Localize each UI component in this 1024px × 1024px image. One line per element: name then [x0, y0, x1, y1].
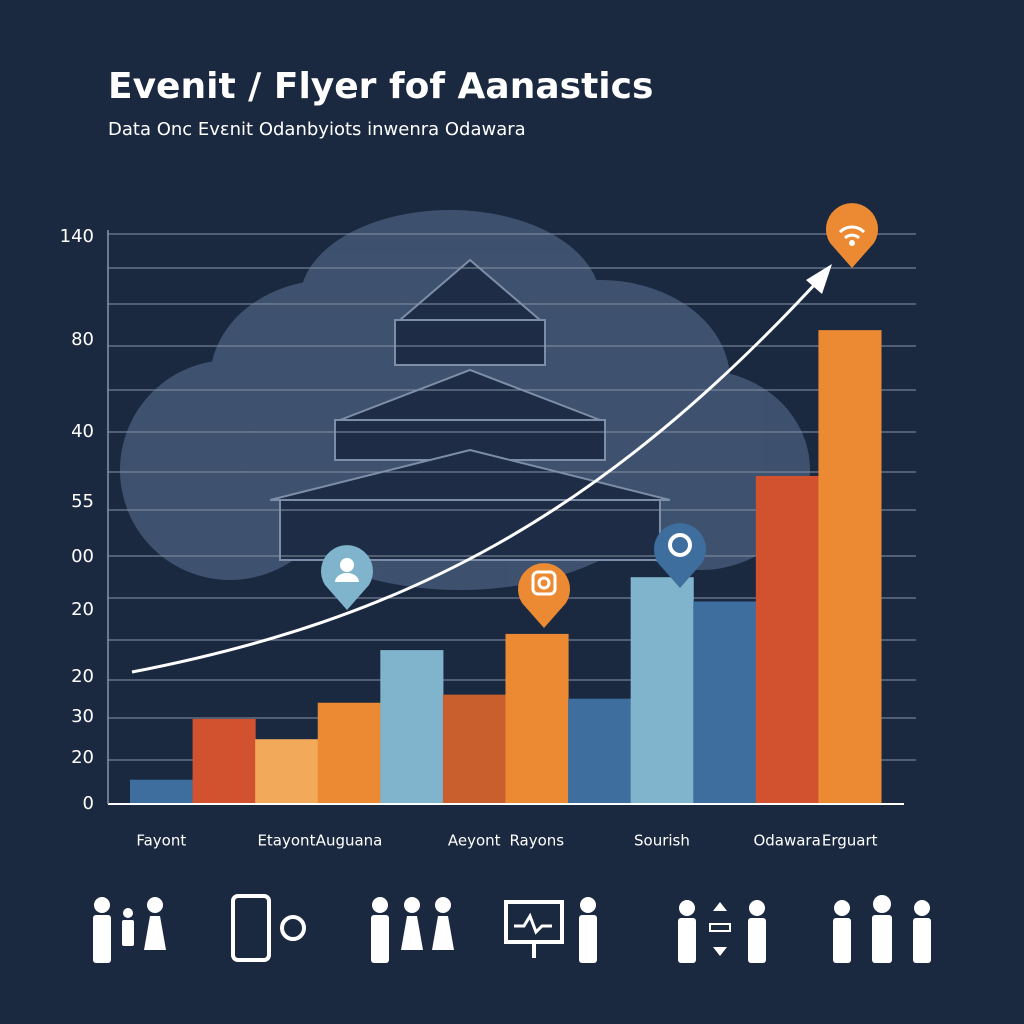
y-tick-label: 0 [83, 793, 94, 814]
pin-target [654, 523, 706, 588]
y-tick-label: 30 [71, 706, 94, 727]
y-tick-label: 00 [71, 546, 94, 567]
plot: 140 80 40 55 00 20 20 30 20 0 Fayont Etayont Auguana… [60, 226, 916, 850]
x-tick-label: Auguana [316, 832, 383, 850]
y-tick-label: 140 [60, 226, 94, 247]
bar [505, 633, 569, 804]
bar [317, 702, 381, 804]
y-tick-label: 20 [71, 747, 94, 768]
x-tick-label: Etayont [257, 832, 315, 850]
pin-user [321, 545, 373, 610]
pin-wifi [826, 203, 878, 268]
y-tick-label: 40 [71, 421, 94, 442]
bar [192, 718, 256, 804]
title: Evenit / Flyer fof Aanastics [108, 66, 653, 107]
people-icons [93, 894, 931, 963]
y-tick-label: 80 [71, 329, 94, 350]
x-tick-label: Odawara [753, 832, 820, 850]
y-tick-label: 55 [71, 491, 94, 512]
x-tick-label: Erguart [822, 832, 878, 850]
bar [693, 601, 757, 804]
bar [380, 650, 444, 804]
trend-arrow [131, 268, 830, 674]
bar [130, 779, 194, 804]
pin-camera [518, 563, 571, 628]
bar [630, 577, 694, 804]
bar [255, 739, 319, 804]
bar [755, 475, 819, 804]
x-tick-label: Aeyont [448, 832, 501, 850]
y-tick-label: 20 [71, 599, 94, 620]
bar [442, 694, 506, 804]
bar [818, 330, 882, 804]
x-tick-label: Sourish [634, 832, 690, 850]
x-tick-label: Fayont [136, 832, 186, 850]
x-tick-label: Rayons [509, 832, 564, 850]
arrow-head [806, 264, 832, 294]
y-tick-label: 20 [71, 666, 94, 687]
bar [568, 698, 632, 804]
subtitle: Data Onc Evεnit Odanbyiots inwenra Odawa… [108, 119, 526, 140]
